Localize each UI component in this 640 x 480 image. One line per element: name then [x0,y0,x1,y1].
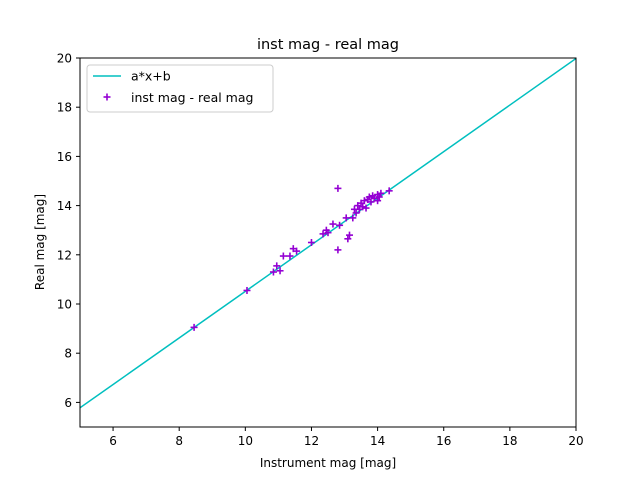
data-point [374,197,382,205]
data-point [279,252,287,260]
data-point [375,193,383,201]
data-point [293,247,301,255]
legend-box [86,64,274,113]
legend-marker-swatch [103,93,111,101]
data-point [342,214,350,222]
x-tick-label: 18 [502,434,517,448]
data-point [324,229,332,237]
data-point [365,193,373,201]
data-point [360,197,368,205]
legend: a*x+b inst mag - real mag [86,64,274,113]
y-tick-label: 6 [64,396,72,410]
y-tick-label: 12 [57,248,72,262]
legend-label-scatter: inst mag - real mag [131,90,253,105]
y-tick-label: 8 [64,347,72,361]
y-tick-label: 18 [57,101,72,115]
x-axis-label: Instrument mag [mag] [260,456,396,470]
data-point [362,204,370,212]
data-point [329,220,337,228]
plot-frame [79,57,577,428]
y-tick-label: 20 [57,52,72,66]
x-tick-label: 14 [370,434,385,448]
data-point [334,184,342,192]
x-tick-label: 8 [175,434,183,448]
x-tick-label: 20 [568,434,583,448]
data-point [334,246,342,254]
data-point [352,209,360,217]
x-tick-label: 16 [436,434,451,448]
data-point [190,323,198,331]
data-point [319,230,327,238]
data-point [385,187,393,195]
y-tick-label: 14 [57,199,72,213]
y-tick-label: 10 [57,298,72,312]
data-point [336,221,344,229]
data-point [367,198,375,206]
y-axis-label: Real mag [mag] [33,194,47,290]
y-axis: 6 8 10 12 14 16 18 20 [57,52,80,410]
data-point [345,231,353,239]
data-point [349,214,357,222]
x-axis: 6 8 10 12 14 16 18 20 [109,427,584,448]
y-tick-label: 16 [57,150,72,164]
data-point [286,252,294,260]
data-point [344,235,352,243]
x-tick-label: 10 [238,434,253,448]
x-tick-label: 12 [304,434,319,448]
x-tick-label: 6 [109,434,117,448]
data-point [269,268,277,276]
data-point [243,286,251,294]
legend-label-line: a*x+b [131,69,171,84]
chart-title: inst mag - real mag [257,37,399,53]
data-point [276,267,284,275]
plot-area [80,58,576,409]
data-point [359,203,367,211]
data-point [377,189,385,197]
data-point [307,239,315,246]
data-point [273,262,281,270]
series-layer [80,58,576,409]
